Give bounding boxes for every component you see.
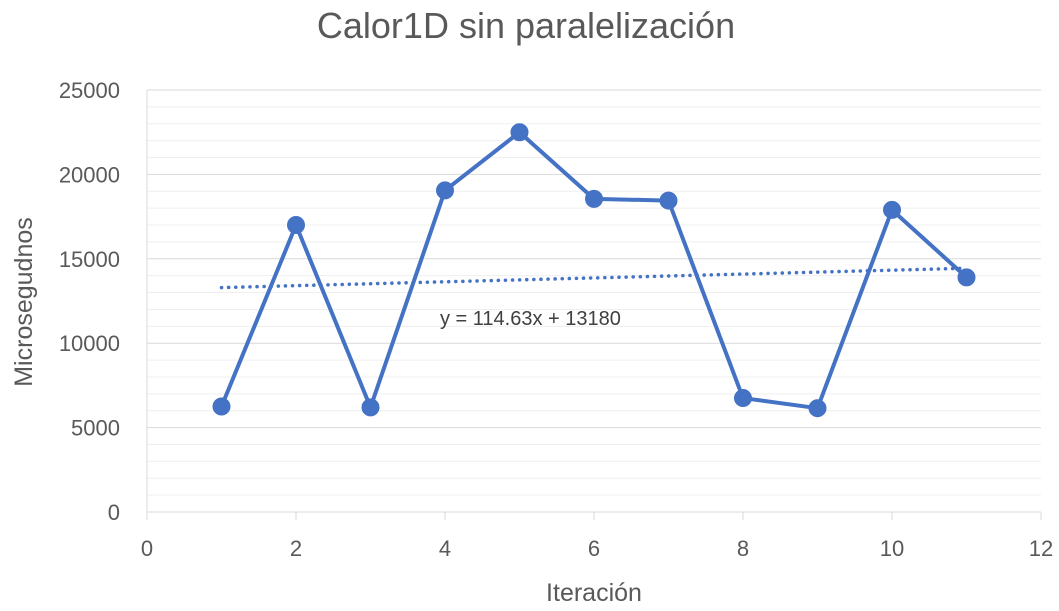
data-point [436,181,454,200]
data-point [659,191,678,210]
data-point [212,397,231,416]
x-axis-title: Iteración [546,579,642,607]
x-tick-label: 2 [290,536,302,561]
trendline [219,266,969,290]
x-tick-labels: 0 2 4 6 8 10 12 [141,536,1053,561]
series-group [212,123,976,418]
y-tick-label: 25000 [59,78,120,103]
x-tick-label: 4 [439,536,451,561]
data-point [957,268,976,287]
chart-title: Calor1D sin paralelización [317,5,735,46]
data-point [361,398,380,417]
trendline-equation: y = 114.63x + 13180 [440,308,621,330]
data-point [510,123,529,142]
y-tick-labels: 0 5000 10000 15000 20000 25000 [59,78,120,525]
gridlines [147,89,1041,496]
axes [146,90,1042,520]
trendline-group [219,266,969,290]
x-tick-label: 0 [141,536,153,561]
data-point [585,189,603,208]
series-line [219,130,968,411]
data-point [883,200,901,219]
x-tick-label: 12 [1029,536,1053,561]
y-tick-label: 5000 [71,416,120,441]
y-axis-title: Microsegudnos [10,217,38,387]
x-tick-label: 6 [588,536,600,561]
y-tick-label: 20000 [59,162,120,187]
data-point [287,216,305,235]
data-point [734,389,752,408]
y-tick-label: 10000 [59,331,120,356]
x-tick-label: 8 [737,536,749,561]
data-point [808,399,827,418]
y-tick-label: 0 [108,500,120,525]
x-tick-label: 10 [880,536,904,561]
y-tick-label: 15000 [59,247,120,272]
